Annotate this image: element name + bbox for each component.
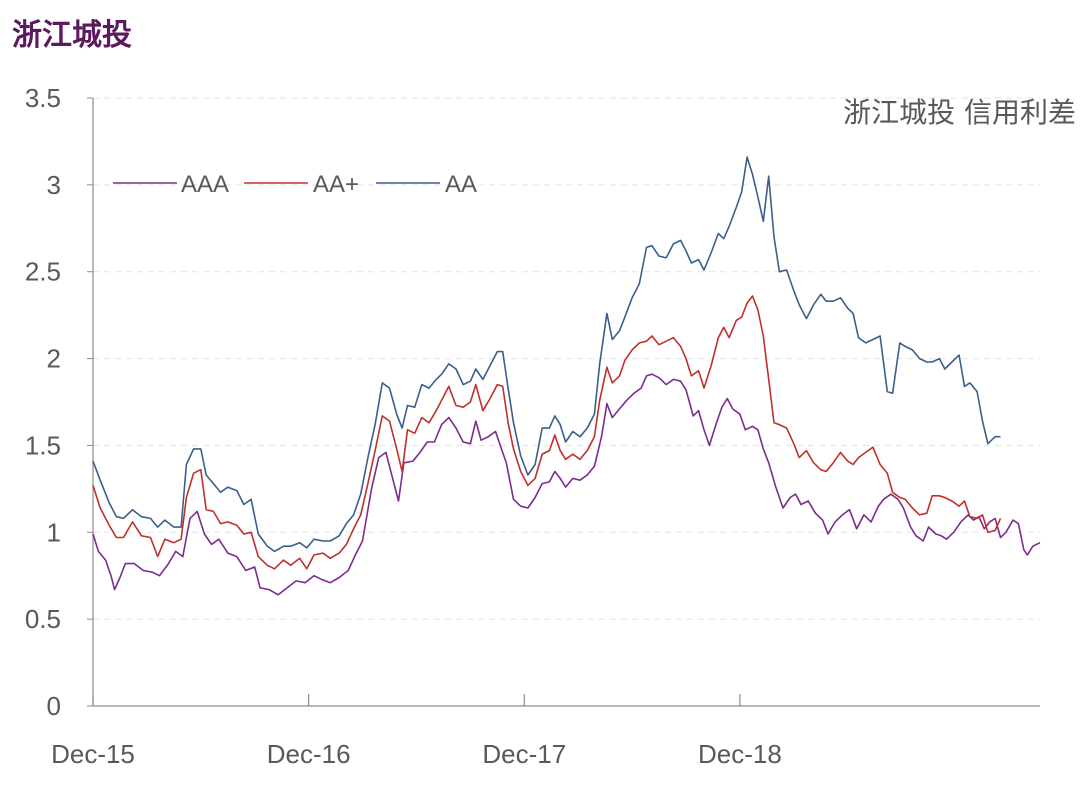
y-tick-label: 1.5	[25, 430, 61, 460]
series-line-aa	[92, 156, 1001, 553]
series-line-aaa	[92, 373, 1041, 596]
y-tick-labels: 0 0.5 1 1.5 2 2.5 3 3.5	[25, 83, 61, 721]
x-tick-label: Dec-16	[267, 739, 351, 769]
x-tick-label: Dec-17	[482, 739, 566, 769]
y-tick-label: 3	[47, 170, 61, 200]
legend: AAA AA+ AA	[113, 171, 477, 198]
page-title: 浙江城投	[12, 18, 132, 53]
y-tick-label: 0.5	[25, 604, 61, 634]
y-tick-label: 3.5	[25, 83, 61, 113]
legend-label: AA+	[313, 171, 359, 198]
y-tick-label: 2.5	[25, 257, 61, 287]
legend-label: AAA	[181, 171, 229, 198]
chart-title: 浙江城投 信用利差	[843, 96, 1076, 129]
y-tick-label: 1	[47, 517, 61, 547]
y-tick-label: 0	[47, 691, 61, 721]
series-line-aa-plus	[92, 295, 1002, 570]
y-tick-label: 2	[47, 344, 61, 374]
x-tick-label: Dec-15	[51, 739, 135, 769]
x-tick-label: Dec-18	[698, 739, 782, 769]
axes	[87, 97, 1040, 707]
series-lines	[92, 156, 1041, 596]
x-tick-labels: Dec-15 Dec-16 Dec-17 Dec-18	[51, 739, 782, 769]
legend-label: AA	[445, 171, 477, 198]
